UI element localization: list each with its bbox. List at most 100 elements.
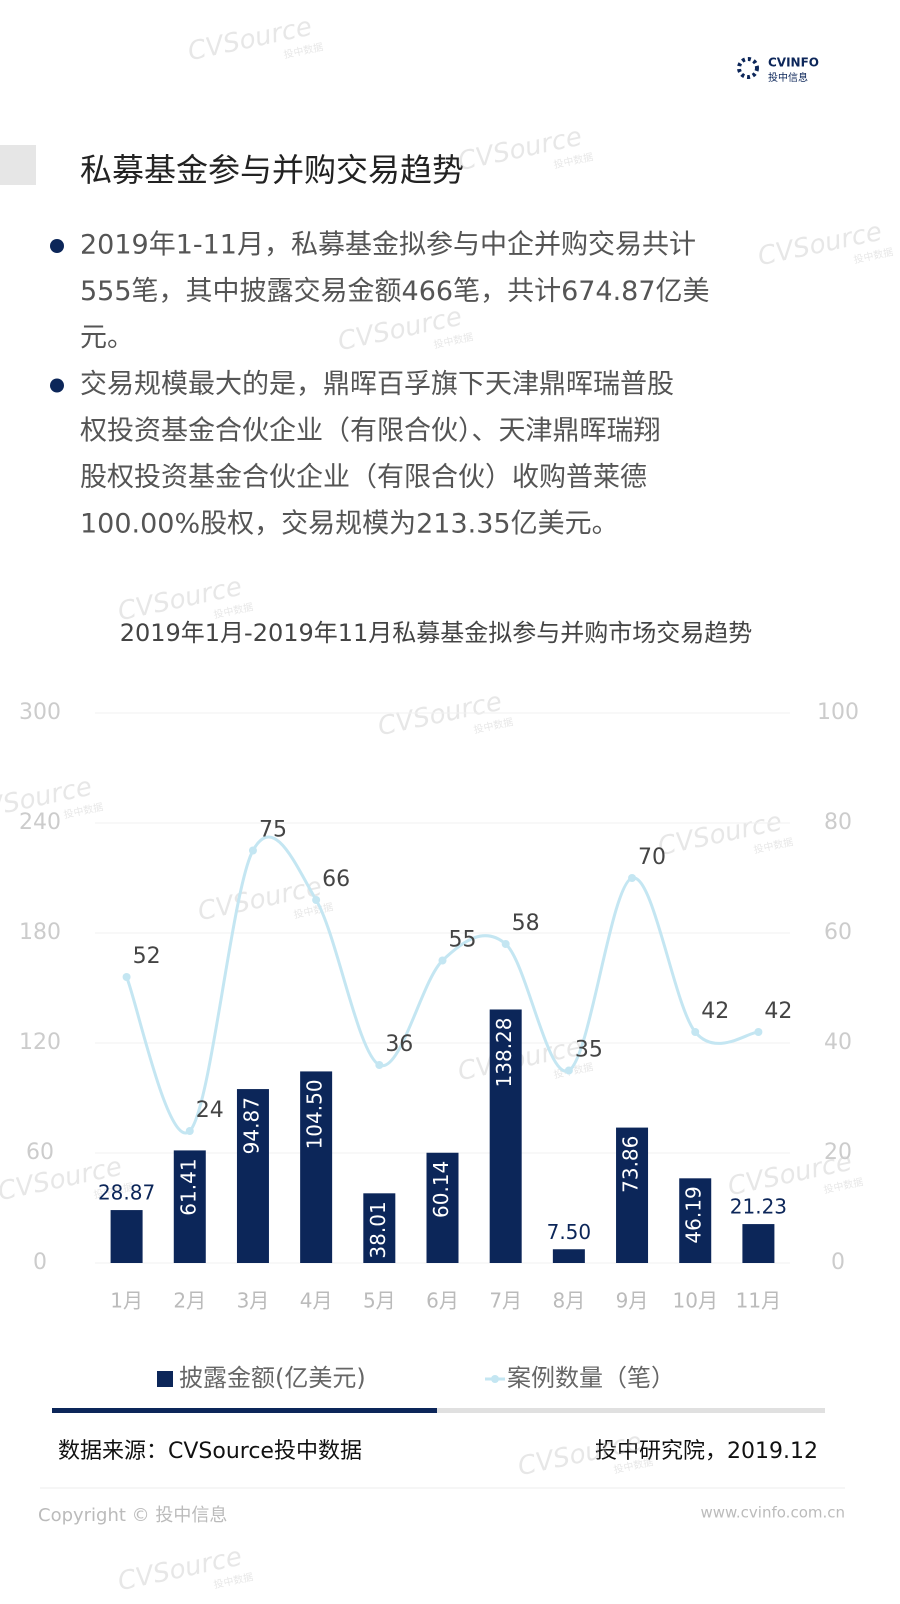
y2-tick-label: 40 xyxy=(824,1030,852,1055)
line-value-label: 75 xyxy=(259,818,287,843)
watermark: CVSource投中数据 xyxy=(755,217,894,273)
bar xyxy=(426,1152,459,1263)
x-tick-label: 9月 xyxy=(616,1289,649,1313)
line-value-label: 66 xyxy=(322,867,350,892)
bar xyxy=(300,1071,333,1263)
line-point xyxy=(754,1028,763,1036)
bar-value-label: 28.87 xyxy=(98,1181,155,1205)
logo-text: CVINFO xyxy=(768,56,819,70)
y-tick-label: 240 xyxy=(19,810,61,835)
y-tick-label: 300 xyxy=(19,700,61,725)
y2-tick-label: 20 xyxy=(824,1140,852,1165)
line xyxy=(125,835,759,1135)
title: 私募基金参与并购交易趋势 xyxy=(80,151,464,189)
line-point xyxy=(312,896,321,904)
y2-tick-label: 80 xyxy=(824,810,852,835)
y-tick-label: 0 xyxy=(33,1250,47,1275)
line-point xyxy=(628,874,637,882)
bar-value-label: 94.87 xyxy=(239,1097,263,1154)
bullet-line: 2019年1-11月，私募基金拟参与中企并购交易共计 xyxy=(80,230,696,261)
bar xyxy=(489,1009,522,1263)
bar-value-label: 21.23 xyxy=(730,1195,787,1219)
bullet-dot xyxy=(50,378,64,393)
x-tick-label: 4月 xyxy=(300,1289,333,1313)
source: 数据来源：CVSource投中数据 xyxy=(58,1439,362,1464)
bar xyxy=(616,1127,649,1263)
bullet-line: 555笔，其中披露交易金额466笔，共计674.87亿美 xyxy=(80,276,710,307)
bar-value-label: 73.86 xyxy=(619,1136,643,1193)
watermark: CVSource投中数据 xyxy=(195,872,334,928)
progress-track xyxy=(52,1408,825,1413)
watermark: CVSource投中数据 xyxy=(655,807,794,863)
y2-tick-label: 100 xyxy=(817,700,859,725)
line-value-label: 42 xyxy=(764,999,792,1024)
logo-icon xyxy=(737,57,759,79)
bar xyxy=(679,1178,712,1263)
x-tick-label: 5月 xyxy=(363,1289,396,1313)
line-value-label: 36 xyxy=(385,1032,413,1057)
line-point xyxy=(564,1066,573,1075)
copyright: Copyright © 投中信息 xyxy=(38,1505,227,1526)
line-point xyxy=(691,1028,700,1036)
line-point xyxy=(501,940,510,948)
legend-swatch-point xyxy=(491,1375,499,1383)
bullet-line: 100.00%股权，交易规模为213.35亿美元。 xyxy=(80,509,619,540)
x-tick-label: 8月 xyxy=(552,1289,585,1313)
watermark: CVSource投中数据 xyxy=(515,1427,654,1483)
bullet-line: 权投资基金合伙企业（有限合伙）、天津鼎晖瑞翔 xyxy=(80,416,661,447)
org-date: 投中研究院，2019.12 xyxy=(595,1439,818,1464)
x-tick-label: 6月 xyxy=(426,1289,459,1313)
progress-fill xyxy=(52,1408,437,1413)
legend-label: 案例数量（笔） xyxy=(507,1364,675,1392)
bar-value-label: 104.50 xyxy=(303,1079,327,1149)
bar xyxy=(173,1150,206,1263)
line-point xyxy=(122,973,131,981)
legend-label: 披露金额(亿美元) xyxy=(179,1364,366,1392)
y-tick-label: 180 xyxy=(19,920,61,945)
x-tick-label: 11月 xyxy=(736,1289,781,1313)
y-tick-label: 120 xyxy=(19,1030,61,1055)
title-marker xyxy=(0,145,36,185)
line-value-label: 24 xyxy=(196,1098,224,1123)
bullet-line: 股权投资基金合伙企业（有限合伙）收购普莱德 xyxy=(80,462,647,493)
bar xyxy=(552,1249,585,1263)
line-point xyxy=(248,846,257,855)
watermark: CVSource投中数据 xyxy=(115,1542,254,1598)
bar xyxy=(363,1193,396,1263)
x-tick-label: 2月 xyxy=(173,1289,206,1313)
bar-value-label: 60.14 xyxy=(429,1161,453,1218)
bar-value-label: 46.19 xyxy=(682,1186,706,1243)
bar-value-label: 38.01 xyxy=(366,1201,390,1258)
bar xyxy=(742,1224,775,1263)
chart-title: 2019年1月-2019年11月私募基金拟参与并购市场交易趋势 xyxy=(120,619,753,647)
line-point xyxy=(375,1061,384,1069)
bullet-line: 元。 xyxy=(80,323,134,354)
x-tick-label: 3月 xyxy=(237,1289,270,1313)
x-tick-label: 1月 xyxy=(110,1289,143,1313)
bar xyxy=(110,1210,143,1263)
watermark: CVSource投中数据 xyxy=(375,687,514,743)
logo: CVINFO 投中信息 xyxy=(737,56,819,84)
bar-value-label: 7.50 xyxy=(547,1220,592,1244)
y2-tick-label: 0 xyxy=(831,1250,845,1275)
line-value-label: 58 xyxy=(512,911,540,936)
bullet-dot xyxy=(50,239,64,253)
line-point xyxy=(185,1127,194,1135)
logo-sub: 投中信息 xyxy=(768,71,808,84)
line-value-label: 55 xyxy=(449,928,477,953)
x-tick-label: 7月 xyxy=(489,1289,522,1313)
bullet-line: 交易规模最大的是，鼎晖百孚旗下天津鼎晖瑞普股 xyxy=(80,369,674,400)
website: www.cvinfo.com.cn xyxy=(700,1504,845,1522)
bar-value-label: 61.41 xyxy=(176,1158,200,1215)
bar-value-label: 138.28 xyxy=(492,1017,516,1087)
bar xyxy=(236,1089,269,1263)
y-tick-label: 60 xyxy=(26,1140,54,1165)
line-value-label: 52 xyxy=(133,944,161,969)
line-value-label: 42 xyxy=(701,999,729,1024)
watermark: CVSource投中数据 xyxy=(335,302,474,358)
line-value-label: 70 xyxy=(638,845,666,870)
x-tick-label: 10月 xyxy=(673,1289,718,1313)
legend-swatch xyxy=(157,1371,173,1387)
